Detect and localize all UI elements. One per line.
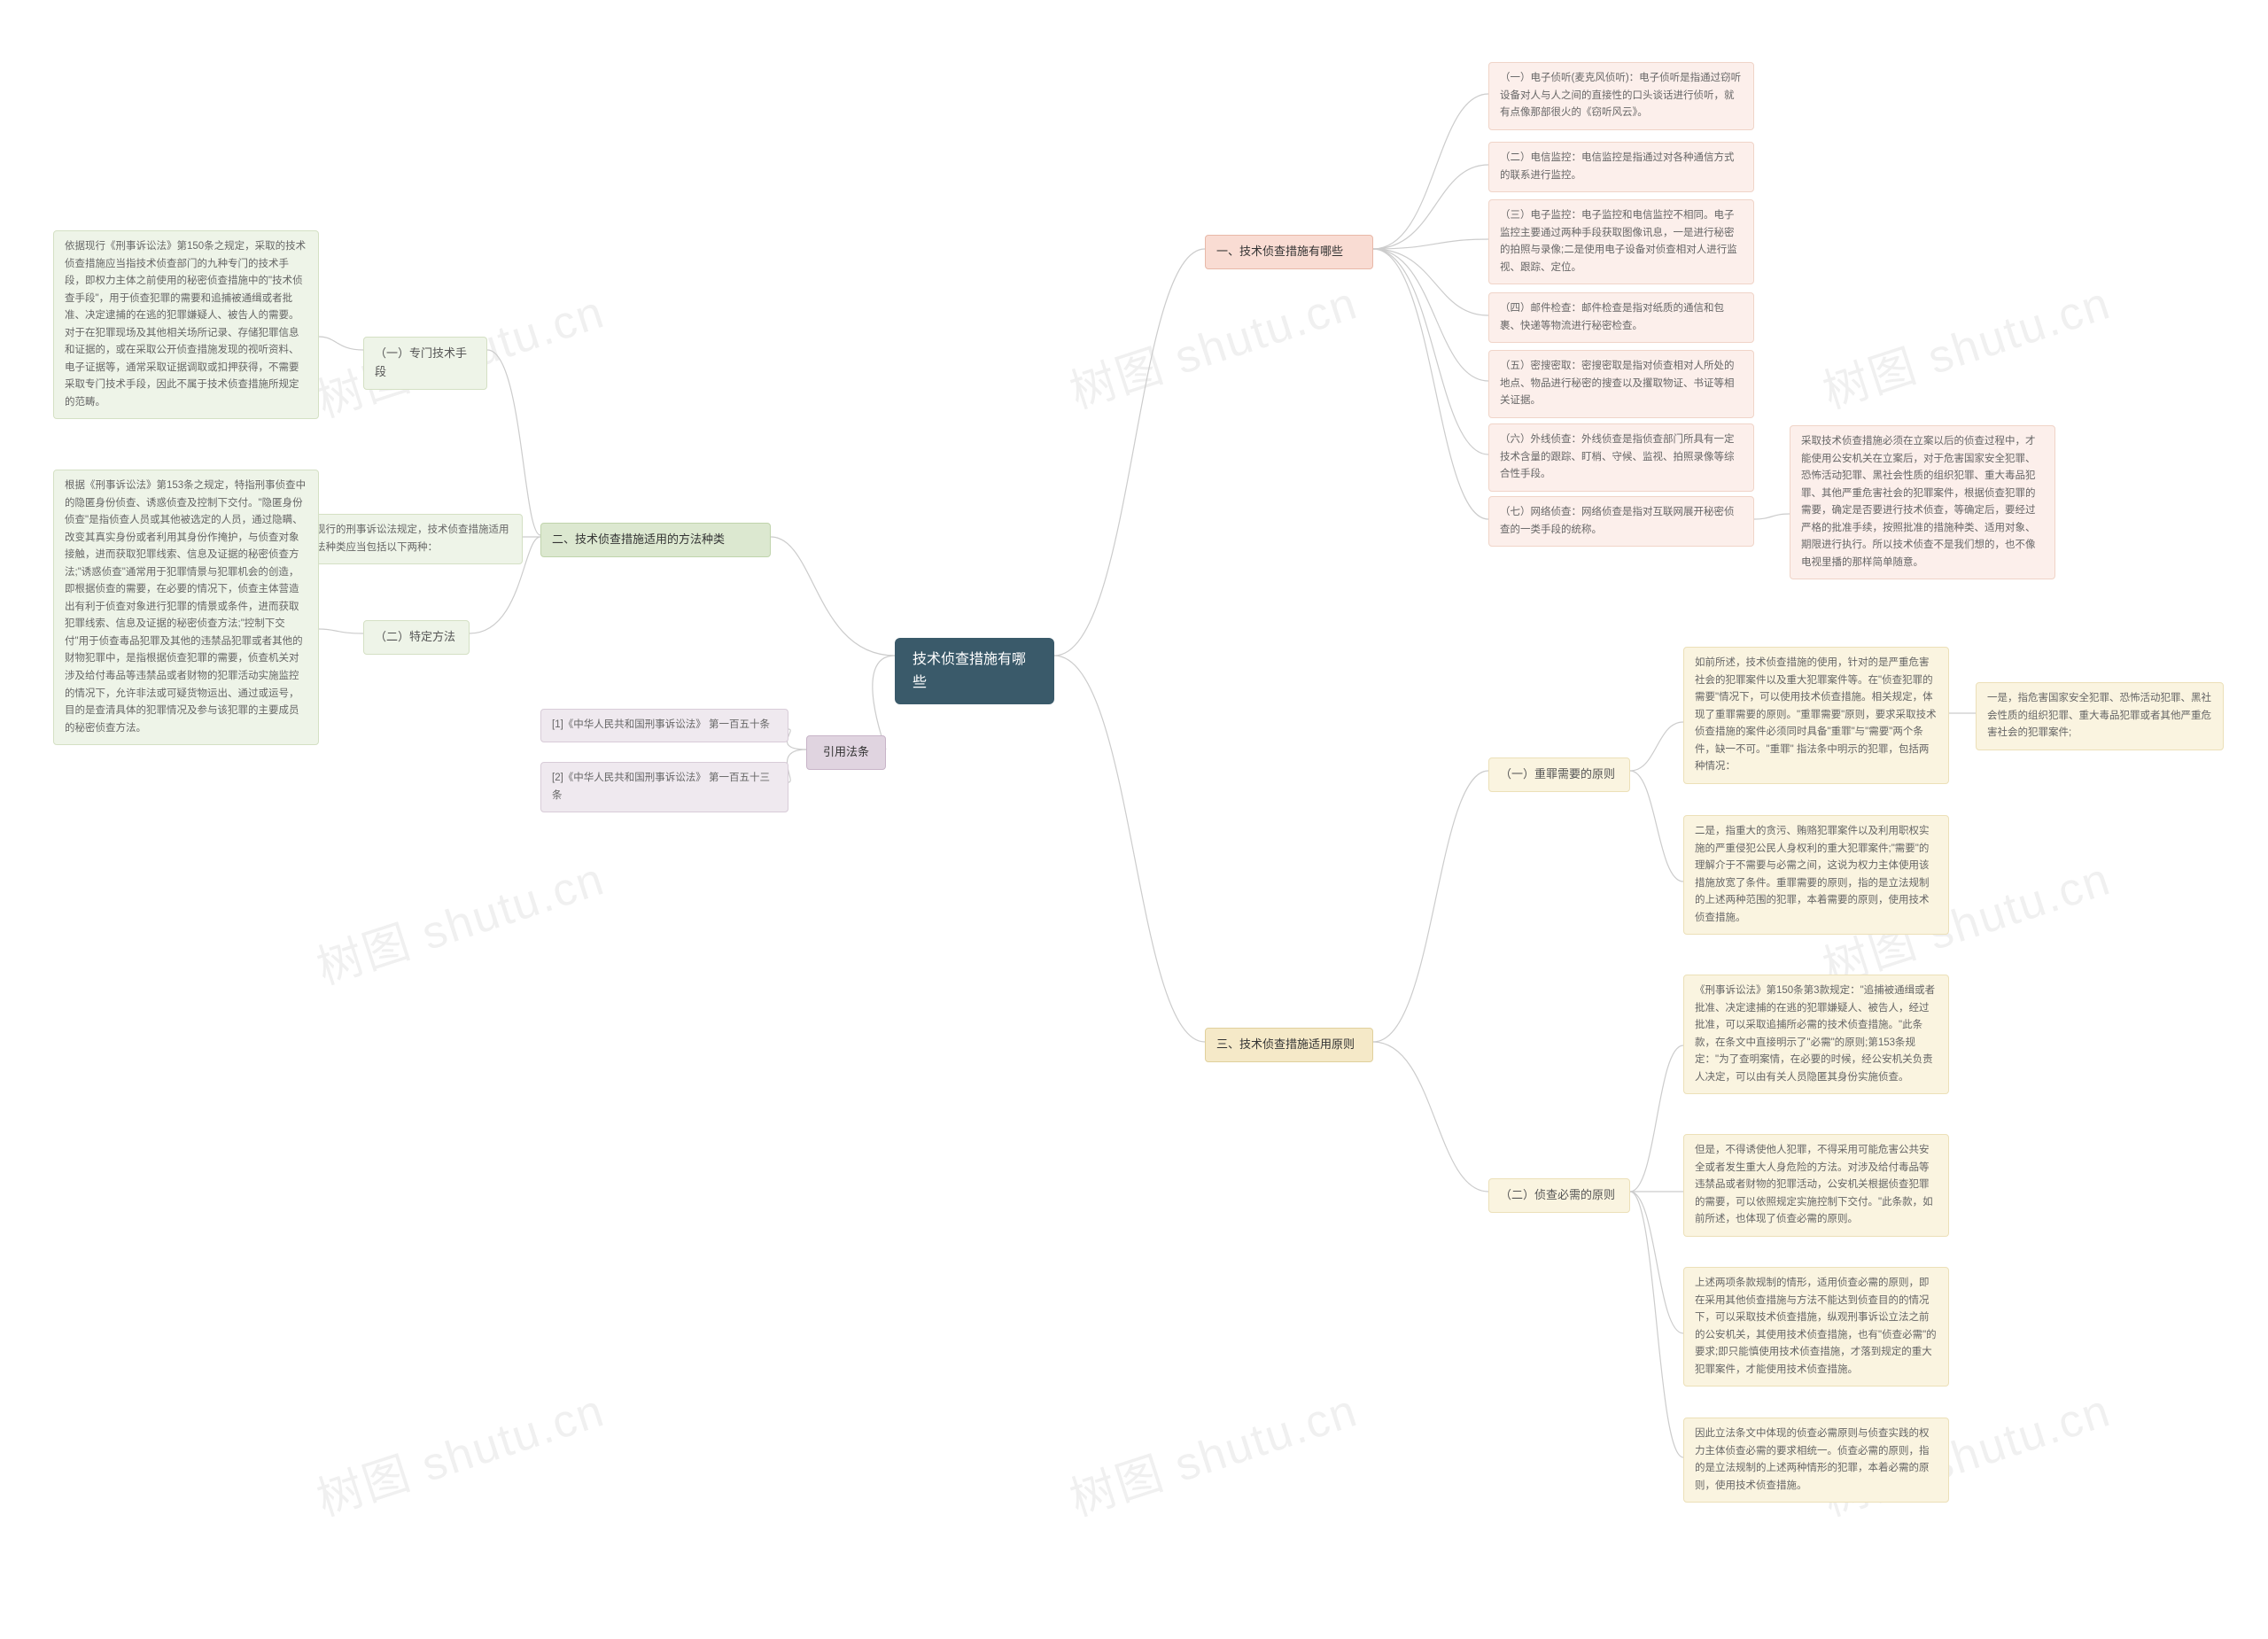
s3-p2-b3: 上述两项条款规制的情形，适用侦查必需的原则，即在采用其他侦查措施与方法不能达到侦… — [1683, 1267, 1949, 1387]
s1-item-7-note: 采取技术侦查措施必须在立案以后的侦查过程中，才能使用公安机关在立案后，对于危害国… — [1790, 425, 2055, 579]
s3-p1-a2: 二是，指重大的贪污、贿赂犯罪案件以及利用职权实施的严重侵犯公民人身权利的重大犯罪… — [1683, 815, 1949, 935]
ref-2: [2]《中华人民共和国刑事诉讼法》 第一百五十三条 — [540, 762, 788, 812]
watermark: 树图 shutu.cn — [307, 842, 612, 997]
s1-item-1: （一）电子侦听(麦克风侦听)：电子侦听是指通过窃听设备对人与人之间的直接性的口头… — [1488, 62, 1754, 130]
s3-p2-label: （二）侦查必需的原则 — [1488, 1178, 1630, 1213]
watermark: 树图 shutu.cn — [1060, 1373, 1365, 1528]
section-one: 一、技术侦查措施有哪些 — [1205, 235, 1373, 269]
s1-item-2: （二）电信监控：电信监控是指通过对各种通信方式的联系进行监控。 — [1488, 142, 1754, 192]
s1-item-3: （三）电子监控：电子监控和电信监控不相同。电子监控主要通过两种手段获取图像讯息，… — [1488, 199, 1754, 284]
s3-p1-a: 如前所述，技术侦查措施的使用，针对的是严重危害社会的犯罪案件以及重大犯罪案件等。… — [1683, 647, 1949, 784]
s1-item-7: （七）网络侦查：网络侦查是指对互联网展开秘密侦查的一类手段的统称。 — [1488, 496, 1754, 547]
s2-method-2-desc: 根据《刑事诉讼法》第153条之规定，特指刑事侦查中的隐匿身份侦查、诱惑侦查及控制… — [53, 470, 319, 745]
section-ref: 引用法条 — [806, 735, 886, 770]
s1-item-4: （四）邮件检查：邮件检查是指对纸质的通信和包裹、快递等物流进行秘密检查。 — [1488, 292, 1754, 343]
s3-p2-b1: 《刑事诉讼法》第150条第3款规定："追捕被通缉或者批准、决定逮捕的在逃的犯罪嫌… — [1683, 975, 1949, 1094]
s1-item-6: （六）外线侦查：外线侦查是指侦查部门所具有一定技术含量的跟踪、盯梢、守候、监视、… — [1488, 423, 1754, 492]
s2-method-2-label: （二）特定方法 — [363, 620, 470, 655]
s1-item-5: （五）密搜密取：密搜密取是指对侦查相对人所处的地点、物品进行秘密的搜查以及攫取物… — [1488, 350, 1754, 418]
s2-method-1-desc: 依据现行《刑事诉讼法》第150条之规定，采取的技术侦查措施应当指技术侦查部门的九… — [53, 230, 319, 419]
s3-p2-b4: 因此立法条文中体现的侦查必需原则与侦查实践的权力主体侦查必需的要求相统一。侦查必… — [1683, 1418, 1949, 1503]
watermark: 树图 shutu.cn — [1814, 266, 2118, 421]
s2-method-1-label: （一）专门技术手段 — [363, 337, 487, 390]
watermark: 树图 shutu.cn — [307, 1373, 612, 1528]
s2-intro: 根据现行的刑事诉讼法规定，技术侦查措施适用的方法种类应当包括以下两种： — [284, 514, 523, 564]
s3-p2-b2: 但是，不得诱使他人犯罪，不得采用可能危害公共安全或者发生重大人身危险的方法。对涉… — [1683, 1134, 1949, 1237]
section-three: 三、技术侦查措施适用原则 — [1205, 1028, 1373, 1062]
s3-p1-label: （一）重罪需要的原则 — [1488, 757, 1630, 792]
ref-1: [1]《中华人民共和国刑事诉讼法》 第一百五十条 — [540, 709, 788, 742]
watermark: 树图 shutu.cn — [1060, 266, 1365, 421]
s3-p1-a1: 一是，指危害国家安全犯罪、恐怖活动犯罪、黑社会性质的组织犯罪、重大毒品犯罪或者其… — [1976, 682, 2224, 750]
section-two: 二、技术侦查措施适用的方法种类 — [540, 523, 771, 557]
center-node: 技术侦查措施有哪些 — [895, 638, 1054, 704]
